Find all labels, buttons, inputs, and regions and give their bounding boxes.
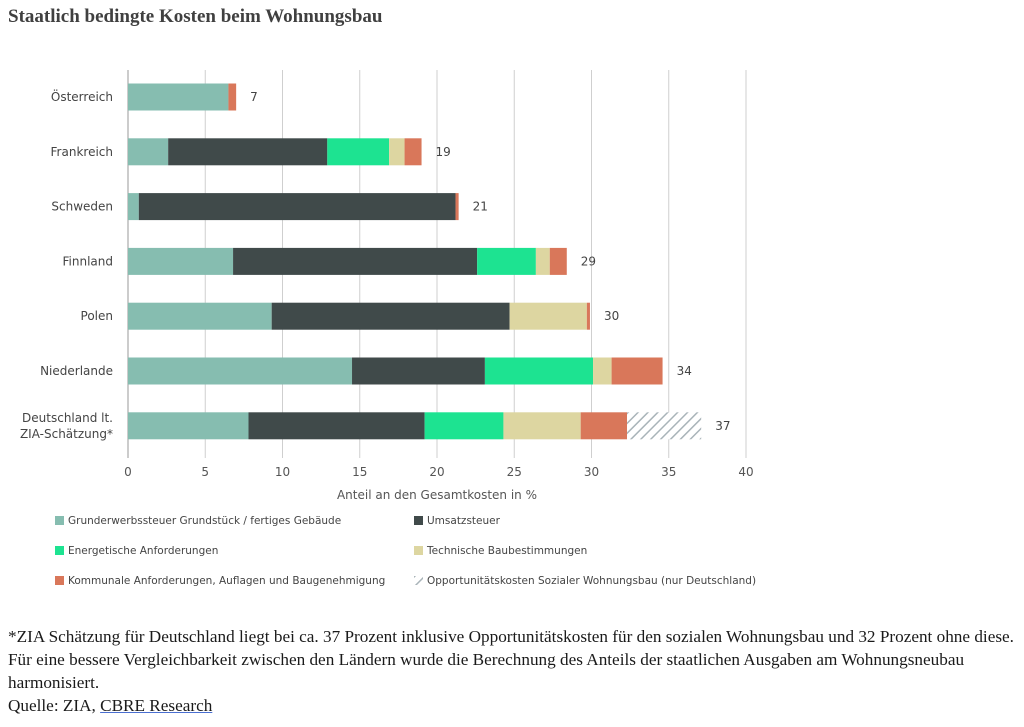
category-label-line: Polen: [81, 309, 113, 323]
legend-label: Kommunale Anforderungen, Auflagen und Ba…: [68, 575, 385, 587]
category-label-line: Österreich: [51, 88, 113, 104]
category-label-line: Finnland: [63, 254, 113, 268]
legend-swatch: [55, 516, 64, 525]
bar-segment: [580, 412, 628, 440]
bar-segment: [128, 412, 249, 440]
category-label: Frankreich: [51, 145, 113, 159]
x-tick-label: 20: [429, 465, 444, 479]
bar-segment: [627, 412, 702, 440]
legend-swatch: [414, 516, 423, 525]
source-link[interactable]: CBRE Research: [100, 696, 213, 715]
legend-label: Grunderwerbssteuer Grundstück / fertiges…: [68, 515, 341, 527]
bar-segment: [586, 302, 590, 330]
category-label: Niederlande: [40, 364, 113, 378]
footnote: *ZIA Schätzung für Deutschland liegt bei…: [8, 625, 1018, 717]
x-tick-label: 10: [275, 465, 290, 479]
bar-segment: [484, 357, 594, 385]
category-label-line: Niederlande: [40, 364, 113, 378]
bar-segment: [424, 412, 504, 440]
category-label-line: Deutschland lt.: [22, 411, 113, 425]
legend: Grunderwerbssteuer Grundstück / fertiges…: [55, 515, 756, 587]
bar-segment: [503, 412, 581, 440]
bars: [128, 83, 702, 440]
bar-segment: [128, 83, 229, 111]
bar-segment: [352, 357, 485, 385]
x-tick-label: 5: [201, 465, 209, 479]
data-label-total: 19: [436, 145, 451, 159]
footnote-text: *ZIA Schätzung für Deutschland liegt bei…: [8, 627, 1014, 692]
bar-segment: [248, 412, 425, 440]
bar-segment: [128, 193, 139, 221]
bar-segment: [271, 302, 510, 330]
source-line: Quelle: ZIA, CBRE Research: [8, 694, 1018, 717]
bar-segment: [128, 247, 234, 275]
bar-segment: [404, 138, 422, 166]
category-label: Deutschland lt. ZIA-Schätzung*: [20, 411, 113, 441]
bar-segment: [138, 193, 456, 221]
category-label: Österreich: [51, 88, 113, 104]
legend-swatch: [55, 576, 64, 585]
x-tick-label: 30: [584, 465, 599, 479]
bar-segment: [168, 138, 328, 166]
labels: 0 5 10 15 20 25 30 35 40 Anteil an den Gesamtkost…: [20, 88, 754, 502]
bar-segment: [228, 83, 237, 111]
bar-segment: [128, 302, 272, 330]
x-tick-label: 35: [661, 465, 676, 479]
category-label-line: ZIA-Schätzung*: [20, 427, 113, 441]
bar-segment: [509, 302, 587, 330]
legend-label: Opportunitätskosten Sozialer Wohnungsbau…: [427, 575, 756, 587]
x-tick-label: 25: [507, 465, 522, 479]
bar-segment: [549, 247, 567, 275]
bar-segment: [593, 357, 612, 385]
category-label: Finnland: [63, 254, 113, 268]
x-tick-label: 15: [352, 465, 367, 479]
data-label-total: 34: [677, 364, 692, 378]
page-title: Staatlich bedingte Kosten beim Wohnungsb…: [8, 6, 383, 27]
legend-swatch: [55, 546, 64, 555]
data-label-total: 30: [604, 309, 619, 323]
legend-label: Technische Baubestimmungen: [426, 545, 587, 557]
x-tick-label: 0: [124, 465, 132, 479]
source-prefix: Quelle: ZIA,: [8, 696, 101, 715]
legend-label: Energetische Anforderungen: [68, 545, 218, 557]
bar-segment: [477, 247, 536, 275]
data-label-total: 29: [581, 254, 596, 268]
category-label-line: Schweden: [51, 200, 113, 214]
data-label-total: 21: [473, 200, 488, 214]
bar-segment: [455, 193, 459, 221]
stacked-bar-chart: 0 5 10 15 20 25 30 35 40 Anteil an den Gesamtkost…: [20, 70, 756, 587]
data-label-total: 37: [715, 419, 730, 433]
bar-segment: [327, 138, 390, 166]
data-label-total: 7: [250, 90, 258, 104]
bar-segment: [535, 247, 550, 275]
legend-swatch: [414, 546, 423, 555]
legend-swatch: [414, 576, 423, 585]
category-label: Polen: [81, 309, 113, 323]
category-label-line: Frankreich: [51, 145, 113, 159]
x-tick-label: 40: [738, 465, 753, 479]
bar-segment: [389, 138, 405, 166]
bar-segment: [233, 247, 478, 275]
bar-segment: [611, 357, 663, 385]
category-label: Schweden: [51, 200, 113, 214]
x-axis-label: Anteil an den Gesamtkosten in %: [337, 488, 537, 502]
bar-segment: [128, 357, 353, 385]
bar-segment: [128, 138, 169, 166]
legend-label: Umsatzsteuer: [427, 515, 501, 527]
